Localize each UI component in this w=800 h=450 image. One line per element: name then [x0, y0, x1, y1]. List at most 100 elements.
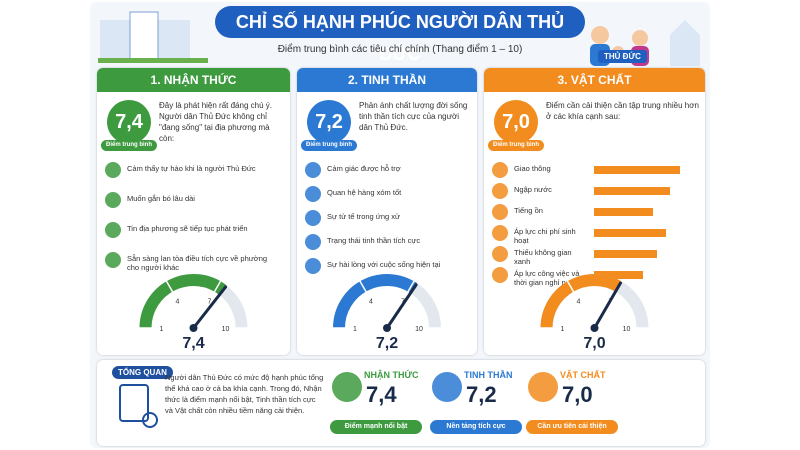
item-text: Trạng thái tinh thần tích cực [327, 236, 421, 245]
gauge-tick-label: 4 [577, 298, 581, 305]
item-icon [492, 183, 508, 199]
item-icon [105, 222, 121, 238]
item-icon [492, 162, 508, 178]
gauge-needle [593, 281, 622, 330]
item-text: Sẵn sàng lan tỏa điều tích cực về phường… [127, 254, 268, 272]
grass [98, 58, 208, 63]
item-text: Muốn gắn bó lâu dài [127, 194, 195, 203]
card-score: 7,2 [466, 382, 497, 407]
item-text: Giao thông [514, 164, 551, 173]
item-icon [305, 162, 321, 178]
card-tag: Nền tảng tích cực [430, 420, 522, 434]
item-icon [492, 225, 508, 241]
card-icon [332, 372, 362, 402]
item-icon [105, 252, 121, 268]
card-icon [432, 372, 462, 402]
bar [594, 166, 680, 174]
bar [594, 229, 667, 237]
item-icon [305, 234, 321, 250]
item-text: Cảm giác được hỗ trợ [327, 164, 401, 173]
panel: 3. VẬT CHẤT 7,0 Điểm trung bình Điểm cần cả… [484, 68, 705, 355]
item-icon [305, 258, 321, 274]
gauge-tick-label: 10 [415, 326, 423, 333]
card-tag: Điểm mạnh nổi bật [330, 420, 422, 434]
item-text: Cảm thấy tự hào khi là người Thủ Đức [127, 164, 256, 173]
item-icon [105, 162, 121, 178]
gauge-tick-label: 10 [222, 326, 230, 333]
description: Điểm cần cải thiện cần tập trung nhiều h… [546, 101, 699, 121]
item-icon [492, 246, 508, 262]
magnifier [142, 412, 158, 428]
gauge-tick-label: 7 [208, 298, 212, 305]
item-text: Tin địa phương sẽ tiếp tục phát triển [127, 224, 248, 233]
item-icon [105, 192, 121, 208]
badge: THỦ ĐỨC [598, 50, 647, 63]
church [670, 20, 700, 66]
person [632, 30, 648, 46]
score-caption: Điểm trung bình [488, 140, 544, 151]
item-icon [492, 204, 508, 220]
gauge-fill [333, 274, 418, 329]
card-name: NHẬN THỨC [364, 370, 419, 380]
item-text: Ngập nước [514, 185, 552, 194]
bar [594, 271, 643, 279]
item-text: Thiếu không gian xanh [514, 248, 572, 266]
gauge-tick-label: 4 [176, 298, 180, 305]
description: Đây là phát hiện rất đáng chú ý. Người d… [159, 101, 272, 143]
description: Phản ánh chất lượng đời sống tinh thần t… [359, 101, 468, 132]
gauge-hub [383, 324, 391, 332]
person [591, 26, 609, 44]
card-tag: Cần ưu tiên cải thiện [526, 420, 618, 434]
gauge-tick-label: 1 [353, 326, 357, 333]
panel-heading: 3. VẬT CHẤT [484, 68, 705, 92]
card-score: 7,4 [366, 382, 397, 407]
gauge-tick-label: 1 [561, 326, 565, 333]
gauge-tick [358, 279, 368, 293]
panel-heading: 1. NHẬN THỨC [97, 68, 290, 92]
score: 7,4 [107, 100, 151, 144]
overview-text: Người dân Thủ Đức có mức độ hạnh phúc tổ… [165, 373, 324, 415]
gauge-tick [406, 279, 416, 293]
card-name: TINH THẦN [464, 370, 513, 380]
item-icon [305, 210, 321, 226]
gauge-tick [165, 279, 174, 293]
panel-heading: 2. TINH THẦN [297, 68, 477, 92]
item-text: Sự tử tế trong ứng xử [327, 212, 401, 221]
bar [594, 187, 671, 195]
item-text: Tiếng ồn [514, 206, 543, 215]
gauge-tick [213, 279, 222, 293]
overview-label: TỔNG QUAN [112, 366, 173, 379]
bar [594, 250, 657, 258]
gauge-needle [385, 283, 418, 330]
card-score: 7,0 [562, 382, 593, 407]
summary-card: VẬT CHẤT 7,0 Cần ưu tiên cải thiện [526, 368, 618, 440]
panel: 1. NHẬN THỨC 7,4 Điểm trung bình Đây là phá… [97, 68, 290, 355]
bar [594, 208, 653, 216]
item-icon [305, 186, 321, 202]
gauge-hub [189, 324, 198, 332]
card-icon [528, 372, 558, 402]
gauge: 1 4 7 10 7,4 [138, 274, 249, 352]
gauge-value: 7,0 [583, 335, 605, 352]
gauge-value: 7,2 [376, 335, 398, 352]
card-name: VẬT CHẤT [560, 370, 606, 380]
gauge-tick-label: 10 [623, 326, 631, 333]
item-text: Quan hệ hàng xóm tốt [327, 188, 402, 197]
gauge-hub [590, 324, 599, 332]
gauge-tick [566, 279, 575, 293]
item-text: Áp lực công việc và thời gian nghỉ ngơi [514, 269, 580, 287]
score-caption: Điểm trung bình [301, 140, 357, 151]
score: 7,2 [307, 100, 351, 144]
gauge-needle [192, 285, 228, 330]
item-text: Sự hài lòng với cuộc sống hiện tại [327, 260, 441, 269]
subtitle: Điểm trung bình các tiêu chí chính (Than… [277, 44, 523, 55]
summary-card: TINH THẦN 7,2 Nền tảng tích cực [430, 368, 522, 440]
title: CHỈ SỐ HẠNH PHÚC NGƯỜI DÂN THỦ ĐỨC [215, 6, 585, 64]
gauge-tick-label: 4 [369, 298, 373, 305]
gauge-value: 7,4 [182, 335, 204, 352]
clipboard [119, 384, 149, 422]
